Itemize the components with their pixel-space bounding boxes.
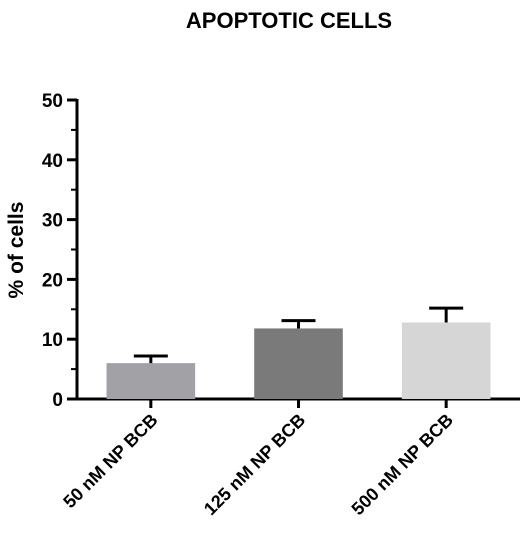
chart-title: APOPTOTIC CELLS <box>186 8 392 33</box>
y-axis-label: % of cells <box>5 202 28 299</box>
y-tick-label-3: 30 <box>42 211 63 232</box>
x-axis <box>75 397 520 408</box>
bar-2 <box>401 322 491 399</box>
bar-0 <box>106 363 196 399</box>
y-tick-label-1: 10 <box>42 330 63 351</box>
y-axis: 0 10 20 30 40 50 <box>42 91 79 411</box>
category-labels: 50 nM NP BCB 125 nM NP BCB 500 nM NP BCB <box>59 410 457 519</box>
y-tick-label-4: 40 <box>42 151 63 172</box>
category-label-1: 125 nM NP BCB <box>200 410 309 519</box>
y-tick-label-0: 0 <box>52 390 63 411</box>
y-tick-label-2: 20 <box>42 270 63 291</box>
bars <box>106 322 491 399</box>
bar-1 <box>254 328 343 399</box>
y-tick-label-5: 50 <box>42 91 63 112</box>
error-bars <box>133 306 464 364</box>
category-label-2: 500 nM NP BCB <box>348 410 457 519</box>
category-label-0: 50 nM NP BCB <box>59 410 161 512</box>
